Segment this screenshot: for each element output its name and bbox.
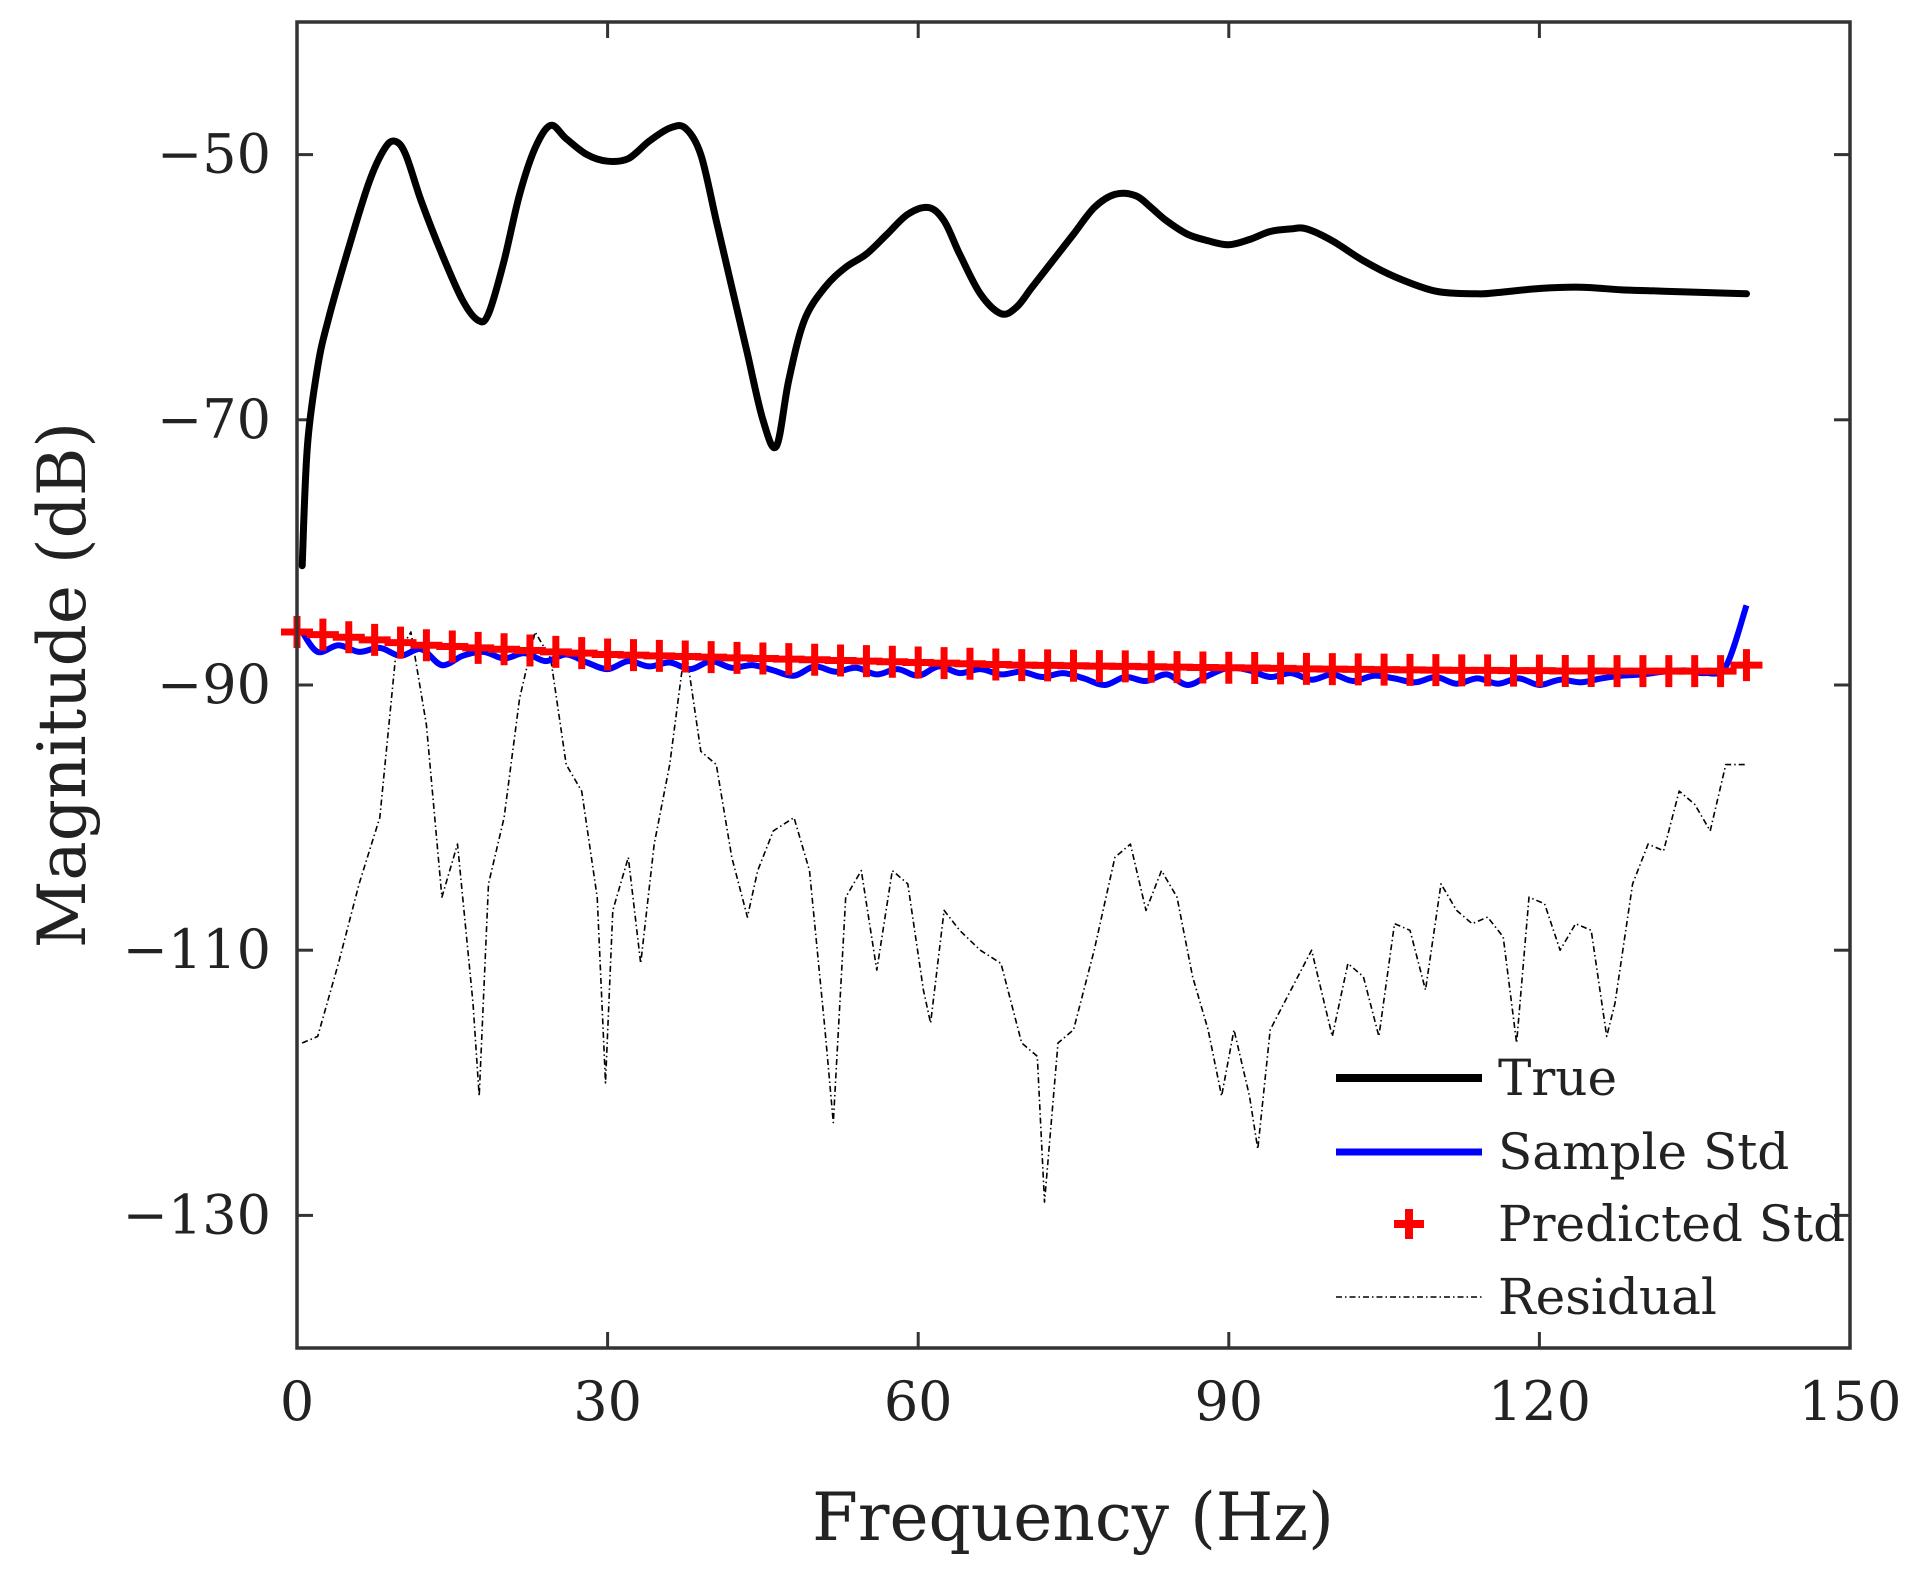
legend-label-predicted-std: Predicted Std — [1498, 1195, 1845, 1253]
legend: True Sample Std Predicted Std Residual — [1336, 1049, 1845, 1326]
y-tick-label: −110 — [123, 918, 271, 981]
legend-label-true: True — [1498, 1049, 1617, 1107]
tick-labels: 0 30 60 90 120 150 −50 −70 −90 −110 −130 — [123, 123, 1902, 1433]
y-tick-label: −130 — [123, 1183, 271, 1246]
series-layer — [281, 121, 1763, 1203]
series-line-true — [298, 121, 1750, 570]
y-tick-label: −70 — [157, 388, 271, 451]
predicted-std-marker — [1704, 655, 1737, 688]
y-tick-label: −50 — [157, 123, 271, 186]
legend-swatch-predicted-std — [1394, 1209, 1424, 1239]
predicted-std-marker — [1730, 649, 1763, 682]
x-tick-label: 150 — [1798, 1370, 1901, 1433]
x-tick-label: 0 — [280, 1370, 314, 1433]
y-axis-title: Magnitude (dB) — [24, 422, 101, 948]
x-tick-label: 90 — [1194, 1370, 1263, 1433]
x-tick-label: 30 — [573, 1370, 642, 1433]
series-markers-predicted-std — [281, 615, 1763, 688]
y-tick-label: −90 — [157, 653, 271, 716]
x-tick-label: 120 — [1488, 1370, 1591, 1433]
legend-label-residual: Residual — [1498, 1268, 1717, 1326]
legend-label-sample-std: Sample Std — [1498, 1123, 1789, 1181]
x-axis-title: Frequency (Hz) — [812, 1479, 1334, 1556]
plot-frame — [295, 20, 1852, 1350]
x-tick-label: 60 — [884, 1370, 953, 1433]
